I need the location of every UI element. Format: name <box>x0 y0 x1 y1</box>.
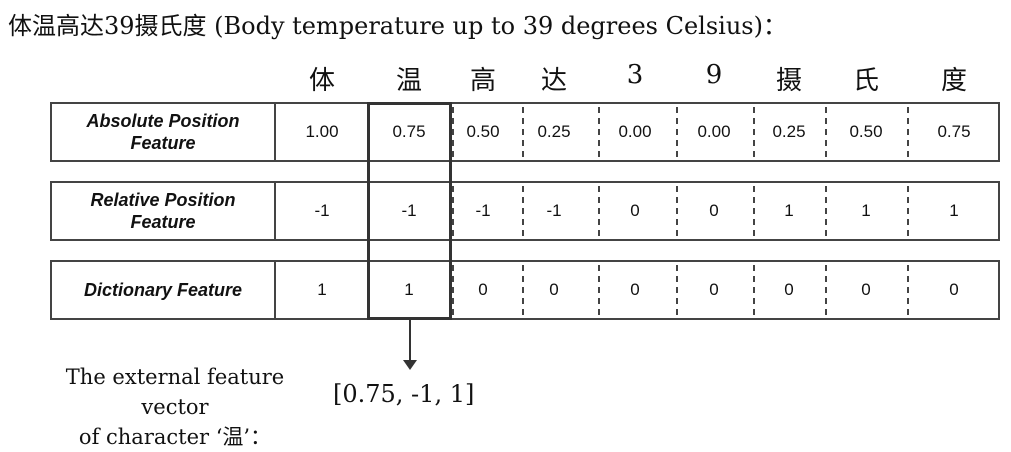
cell-separator <box>598 265 600 315</box>
cell-separator <box>825 186 827 236</box>
cell-separator <box>367 262 369 318</box>
row-label-line-2: Feature <box>130 133 196 153</box>
cell-separator <box>753 265 755 315</box>
caption: The external feature vector of character… <box>30 362 320 452</box>
cell-separator <box>367 104 369 160</box>
value-cell: 0.50 <box>466 122 500 141</box>
character-header-6: 9 <box>705 60 723 90</box>
value-cell: 1.00 <box>305 122 339 141</box>
cell-separator <box>825 265 827 315</box>
value-cell: 0.50 <box>849 122 883 141</box>
feature-row-3: Dictionary Feature 1 1 0 0 0 0 0 0 0 <box>50 260 1000 320</box>
cell-separator <box>367 183 369 239</box>
value-cell: -1 <box>401 201 417 220</box>
cell-separator <box>676 265 678 315</box>
arrow-shaft <box>409 320 411 362</box>
value-cell: 0.00 <box>697 122 731 141</box>
character-header-1: 体 <box>308 66 335 96</box>
value-cell: -1 <box>546 201 562 220</box>
value-cell: 0.25 <box>537 122 571 141</box>
value-cell: 0.00 <box>618 122 652 141</box>
row-label-line-1: Dictionary Feature <box>83 280 243 300</box>
value-cell: -1 <box>475 201 491 220</box>
value-cell: 0 <box>478 280 488 299</box>
cell-separator <box>907 107 909 157</box>
value-cell: 1 <box>404 280 414 299</box>
value-cell: 0.75 <box>392 122 426 141</box>
value-cell: 1 <box>861 201 871 220</box>
row-label-line-2: Feature <box>130 212 196 232</box>
value-cell: 0 <box>630 280 640 299</box>
cell-separator <box>522 265 524 315</box>
value-cell: 0 <box>630 201 640 220</box>
value-cell: 0 <box>784 280 794 299</box>
value-cell: 0 <box>709 280 719 299</box>
cell-separator <box>522 186 524 236</box>
caption-line-2: of character ‘温’： <box>78 425 272 449</box>
caption-line-1: The external feature vector <box>65 365 285 419</box>
row-label: Absolute Position Feature <box>52 104 276 160</box>
character-header-2: 温 <box>395 66 422 96</box>
cell-separator <box>676 186 678 236</box>
cell-separator <box>907 265 909 315</box>
row-label-line-1: Relative Position <box>90 190 236 210</box>
character-header-4: 达 <box>540 66 567 96</box>
cell-separator <box>598 186 600 236</box>
character-header-3: 高 <box>469 66 496 96</box>
value-cell: 0 <box>709 201 719 220</box>
value-cell: 0 <box>549 280 559 299</box>
cell-separator <box>522 107 524 157</box>
value-cell: 0.75 <box>937 122 971 141</box>
character-header-9: 度 <box>940 66 967 96</box>
value-cell: 1 <box>784 201 794 220</box>
result-vector: [0.75, -1, 1] <box>333 380 475 408</box>
feature-row-2: Relative Position Feature -1 -1 -1 -1 0 0 1 1 1 <box>50 181 1000 241</box>
cell-separator <box>753 186 755 236</box>
character-header-7: 摄 <box>775 66 802 96</box>
character-header-row: 体 温 高 达 3 9 摄 氏 度 <box>0 60 1011 96</box>
cell-separator <box>907 186 909 236</box>
value-cell: 0.25 <box>772 122 806 141</box>
value-cell: 1 <box>949 201 959 220</box>
cell-separator <box>452 265 454 315</box>
cell-separator <box>676 107 678 157</box>
feature-row-1: Absolute Position Feature 1.00 0.75 0.50 0.25… <box>50 102 1000 162</box>
value-cell: -1 <box>314 201 330 220</box>
value-cell: 0 <box>861 280 871 299</box>
cell-separator <box>598 107 600 157</box>
value-cell: 1 <box>317 280 327 299</box>
character-header-8: 氏 <box>852 66 879 96</box>
cell-separator <box>452 107 454 157</box>
diagram-title: 体温高达39摄氏度 (Body temperature up to 39 deg… <box>8 12 787 40</box>
arrow-down-icon <box>403 360 417 370</box>
row-label: Dictionary Feature <box>52 262 276 318</box>
cell-separator <box>753 107 755 157</box>
cell-separator <box>825 107 827 157</box>
character-header-5: 3 <box>626 60 644 90</box>
row-label-line-1: Absolute Position <box>86 111 240 131</box>
row-label: Relative Position Feature <box>52 183 276 239</box>
value-cell: 0 <box>949 280 959 299</box>
cell-separator <box>452 186 454 236</box>
